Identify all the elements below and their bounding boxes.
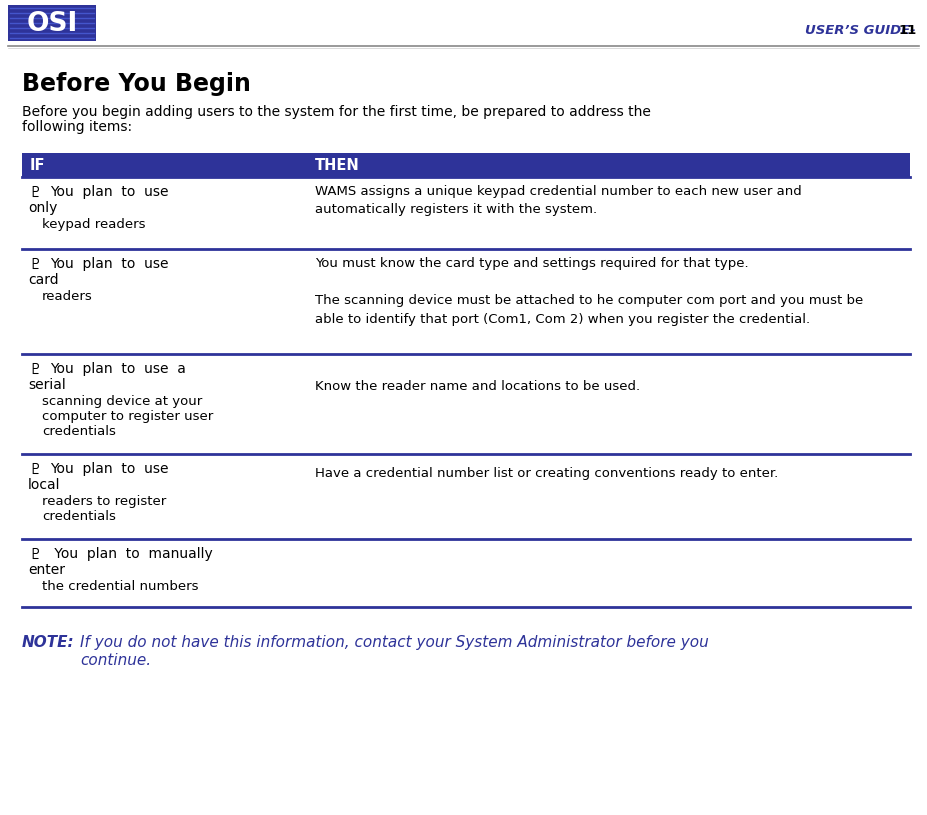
Bar [22,153,910,177]
Text: You  plan  to  use  a: You plan to use a [50,362,186,376]
Text: WAMS assigns a unique keypad credential number to each new user and
automaticall: WAMS assigns a unique keypad credential … [315,185,802,217]
Text: readers to register: readers to register [42,495,166,508]
Text: ♇: ♇ [28,462,42,477]
Text: enter: enter [28,563,65,577]
Text: THEN: THEN [315,157,360,173]
Text: You  plan  to  use: You plan to use [50,462,169,476]
Text: continue.: continue. [80,653,151,668]
Text: local: local [28,478,60,492]
Text: You  plan  to  use: You plan to use [50,257,169,271]
Text: Before You Begin: Before You Begin [22,72,251,96]
Text: NOTE:: NOTE: [22,635,75,650]
Text: 11: 11 [899,24,917,37]
Text: ♇: ♇ [28,547,42,562]
Text: You must know the card type and settings required for that type.

The scanning d: You must know the card type and settings… [315,257,863,325]
Text: You  plan  to  use: You plan to use [50,185,169,199]
Text: OSI: OSI [26,11,78,37]
Text: the credential numbers: the credential numbers [42,580,198,593]
Text: credentials: credentials [42,510,116,523]
Text: IF: IF [30,157,45,173]
Text: serial: serial [28,378,66,392]
Text: Know the reader name and locations to be used.: Know the reader name and locations to be… [315,380,641,393]
Text: If you do not have this information, contact your System Administrator before yo: If you do not have this information, con… [80,635,709,650]
Text: card: card [28,273,58,287]
Text: credentials: credentials [42,425,116,438]
Text: You  plan  to  manually: You plan to manually [50,547,213,561]
Text: ♇: ♇ [28,257,42,272]
Text: USER’S GUIDE-: USER’S GUIDE- [806,24,916,37]
Text: ♇: ♇ [28,362,42,377]
Text: readers: readers [42,290,93,303]
Text: keypad readers: keypad readers [42,218,146,231]
Text: scanning device at your: scanning device at your [42,395,202,408]
Text: Have a credential number list or creating conventions ready to enter.: Have a credential number list or creatin… [315,467,779,480]
Text: ♇: ♇ [28,185,42,200]
Text: following items:: following items: [22,120,133,134]
Text: Before you begin adding users to the system for the first time, be prepared to a: Before you begin adding users to the sys… [22,105,651,119]
Text: only: only [28,201,57,215]
Bar [8,5,96,41]
Text: computer to register user: computer to register user [42,410,213,423]
